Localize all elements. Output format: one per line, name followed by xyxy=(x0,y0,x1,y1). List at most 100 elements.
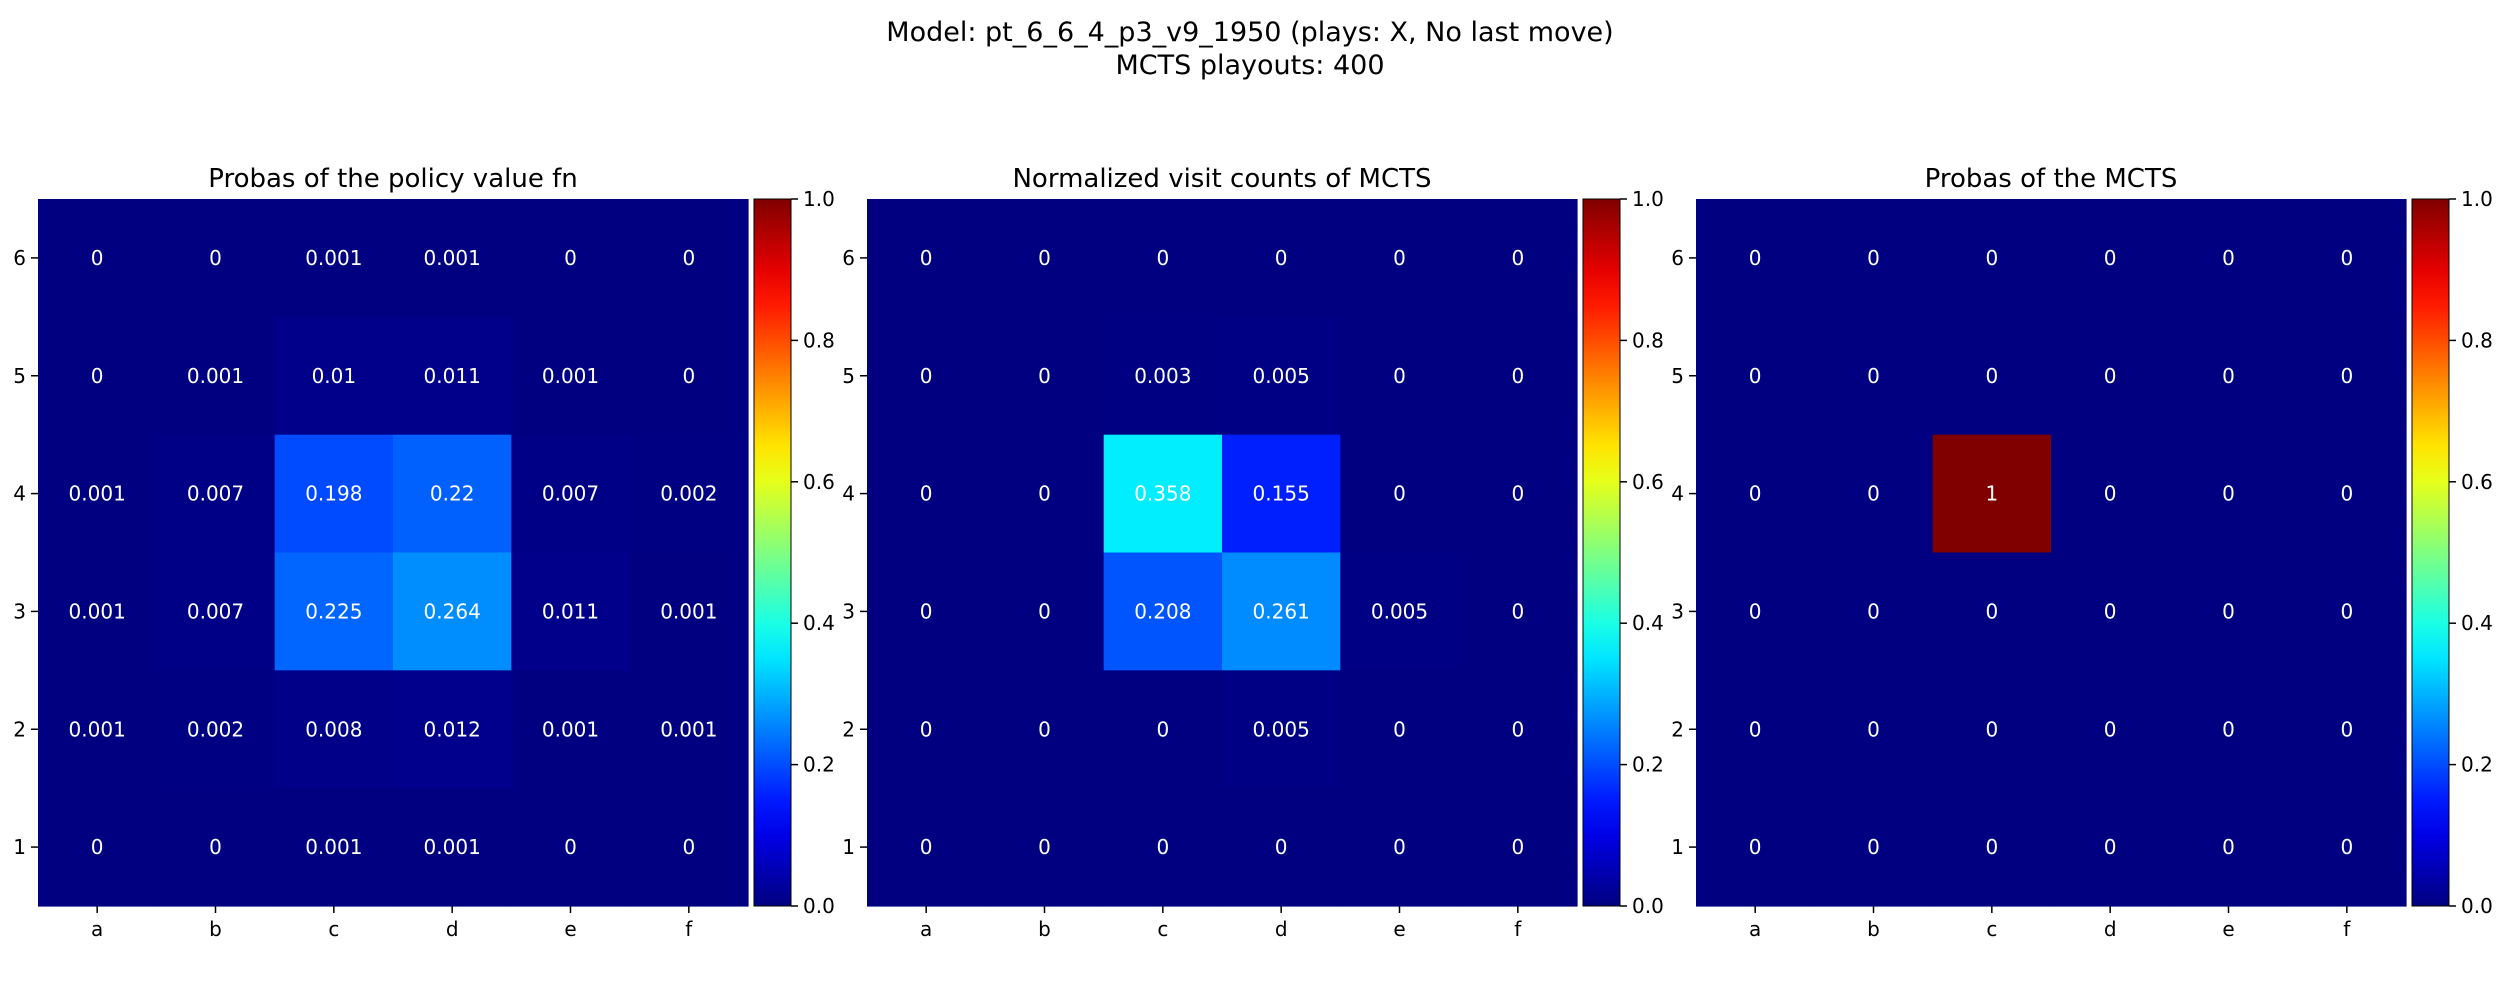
x-tick-label: f xyxy=(2343,917,2351,941)
y-tick-label: 6 xyxy=(842,246,855,270)
colorbar-frame xyxy=(1582,198,1621,907)
cell-value-label: 0 xyxy=(2340,246,2353,270)
colorbar-tick-label: 0.8 xyxy=(2461,328,2493,352)
heatmap-cell xyxy=(156,788,276,907)
heatmap-cell xyxy=(1932,316,2052,436)
heatmap-cell xyxy=(274,552,394,671)
heatmap-cell xyxy=(511,316,631,436)
figure-title-line1: Model: pt_6_6_4_p3_v9_1950 (plays: X, No… xyxy=(886,17,1613,48)
heatmap-cell xyxy=(274,199,394,318)
cell-value-label: 0 xyxy=(1038,364,1051,388)
cell-value-label: 0 xyxy=(2222,364,2235,388)
cell-value-label: 0 xyxy=(682,364,695,388)
heatmap-panel-1: Probas of the policy value fn0 0 0.001 0.00… xyxy=(13,164,835,941)
heatmap-cell xyxy=(2169,316,2289,436)
heatmap-cell xyxy=(393,199,512,318)
cell-value-label: 0 xyxy=(2340,364,2353,388)
cell-value-label: 0 xyxy=(2340,717,2353,741)
cell-value-label: 0.198 xyxy=(305,482,362,506)
x-tick-label: b xyxy=(1038,917,1051,941)
cell-value-label: 0 xyxy=(682,835,695,859)
colorbar-tick-label: 1.0 xyxy=(2461,187,2493,211)
cell-value-label: 0 xyxy=(1867,835,1880,859)
cell-value-label: 0 xyxy=(1985,717,1998,741)
cell-value-label: 0 xyxy=(2104,364,2117,388)
cell-value-label: 0.155 xyxy=(1253,482,1310,506)
cell-value-label: 0 xyxy=(1156,717,1169,741)
heatmap-cell xyxy=(1932,552,2052,671)
heatmap-cell xyxy=(1814,670,1934,789)
heatmap-cell xyxy=(2169,434,2289,554)
heatmap-cell xyxy=(1696,316,1815,436)
x-tick-label: d xyxy=(1275,917,1288,941)
y-tick-label: 4 xyxy=(13,482,26,506)
heatmap-cell xyxy=(2169,670,2289,789)
cell-value-label: 0 xyxy=(1867,482,1880,506)
x-tick-label: c xyxy=(1157,917,1168,941)
x-tick-label: d xyxy=(446,917,459,941)
heatmap-cell xyxy=(2051,670,2170,789)
cell-value-label: 0 xyxy=(1275,246,1288,270)
panel-title: Normalized visit counts of MCTS xyxy=(1012,164,1431,194)
cell-value-label: 0 xyxy=(1156,835,1169,859)
heatmap-cell xyxy=(156,552,276,671)
colorbar-tick-label: 0.2 xyxy=(2461,753,2493,777)
heatmap-panel-3: Probas of the MCTS 0 0 0 0 0 0 0 0 0 0 0 0 0 0 1 0 0 0 0 0 0 0… xyxy=(1671,164,2493,941)
cell-value-label: 0 xyxy=(91,835,104,859)
x-tick-label: e xyxy=(564,917,576,941)
x-tick-label: c xyxy=(1986,917,1997,941)
cell-value-label: 0.007 xyxy=(542,482,599,506)
colorbar-tick-label: 1.0 xyxy=(803,187,835,211)
heatmap-cell xyxy=(629,788,749,907)
y-tick-label: 4 xyxy=(1671,482,1684,506)
y-tick-label: 1 xyxy=(13,835,26,859)
cell-value-label: 0 xyxy=(1038,717,1051,741)
heatmap-cell xyxy=(1222,199,1341,318)
heatmap-cell xyxy=(1458,552,1578,671)
heatmap-cell xyxy=(38,552,157,671)
colorbar-tick-label: 0.4 xyxy=(803,611,835,635)
colorbar-tick-label: 0.0 xyxy=(803,894,835,918)
heatmap-cell xyxy=(867,316,986,436)
heatmap-cell xyxy=(2051,552,2170,671)
heatmap-cell xyxy=(1222,316,1341,436)
cell-value-label: 0 xyxy=(1393,835,1406,859)
cell-value-label: 0 xyxy=(920,482,933,506)
y-tick-label: 1 xyxy=(1671,835,1684,859)
heatmap-cell xyxy=(1458,316,1578,436)
colorbar-tick-label: 0.6 xyxy=(803,470,835,494)
y-tick-label: 3 xyxy=(842,599,855,623)
cell-value-label: 0 xyxy=(1867,599,1880,623)
cell-value-label: 0 xyxy=(2222,835,2235,859)
heatmap-cell xyxy=(1340,316,1460,436)
figure-title-line2: MCTS playouts: 400 xyxy=(1115,50,1384,81)
cell-value-label: 0 xyxy=(564,246,577,270)
x-tick-label: b xyxy=(1867,917,1880,941)
x-tick-label: b xyxy=(209,917,222,941)
cell-value-label: 0 xyxy=(2222,246,2235,270)
heatmap-cell xyxy=(393,434,512,554)
heatmap-cell xyxy=(1103,552,1223,671)
panels: Probas of the policy value fn0 0 0.001 0.00… xyxy=(13,164,2493,941)
cell-value-label: 0.001 xyxy=(542,364,599,388)
heatmap-cell xyxy=(156,434,276,554)
cell-value-label: 0 xyxy=(1511,599,1524,623)
cell-value-label: 0.007 xyxy=(187,599,244,623)
cell-value-label: 0 xyxy=(1038,482,1051,506)
y-tick-label: 1 xyxy=(842,835,855,859)
heatmap-cell xyxy=(1458,434,1578,554)
cell-value-label: 0 xyxy=(920,835,933,859)
heatmap-panel-2: Normalized visit counts of MCTS 0 0 0 0 0 0 0 0 0… xyxy=(842,164,1664,941)
cell-value-label: 0.01 xyxy=(312,364,357,388)
cell-value-label: 0.001 xyxy=(660,717,717,741)
heatmap-cell xyxy=(38,434,157,554)
colorbar-tick-label: 0.2 xyxy=(803,753,835,777)
heatmap-cell xyxy=(511,434,631,554)
cell-value-label: 0 xyxy=(2104,599,2117,623)
heatmap-cell xyxy=(1103,199,1223,318)
heatmap-cell xyxy=(393,670,512,789)
heatmap-cell xyxy=(2287,670,2407,789)
cell-value-label: 0.261 xyxy=(1253,599,1310,623)
heatmap-cell xyxy=(2051,434,2170,554)
cell-value-label: 0 xyxy=(1393,717,1406,741)
